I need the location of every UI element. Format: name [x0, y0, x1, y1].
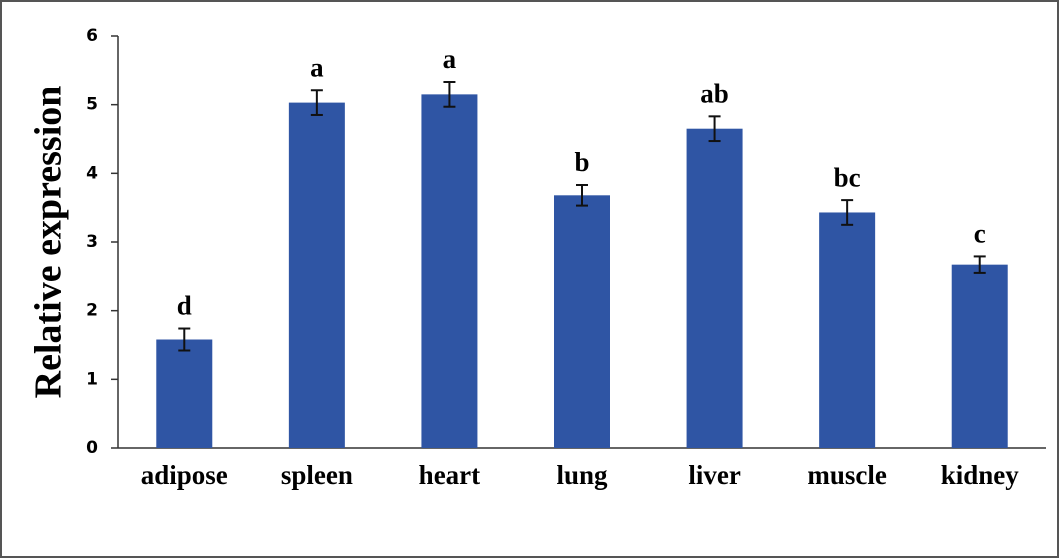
- bar: [421, 94, 478, 448]
- annotation: d: [177, 291, 192, 321]
- y-axis-label: Relative expression: [28, 86, 70, 399]
- y-tick-label: 4: [86, 163, 98, 183]
- y-tick-label: 1: [86, 369, 98, 389]
- annotation: b: [574, 147, 589, 177]
- bar: [819, 212, 876, 448]
- y-tick-label: 3: [86, 232, 98, 252]
- bar: [554, 195, 610, 448]
- error-bar: [708, 115, 721, 143]
- x-tick-label: heart: [419, 460, 480, 490]
- annotation: bc: [834, 162, 861, 192]
- annotation: ab: [700, 79, 729, 109]
- bar: [288, 102, 345, 449]
- x-tick-label: muscle: [807, 460, 887, 490]
- annotation: a: [443, 44, 457, 74]
- bar: [686, 128, 743, 448]
- bar: [156, 339, 213, 448]
- x-tick-label: spleen: [281, 460, 353, 490]
- annotation: c: [974, 219, 986, 249]
- y-tick-label: 2: [86, 301, 98, 321]
- error-bar: [973, 255, 986, 274]
- error-bar: [310, 89, 323, 116]
- x-tick-label: lung: [556, 460, 608, 490]
- error-bar: [443, 81, 456, 108]
- annotation: a: [310, 52, 324, 82]
- y-tick-label: 0: [86, 438, 98, 458]
- error-bar: [576, 184, 588, 207]
- y-tick-label: 6: [86, 26, 98, 46]
- x-tick-label: adipose: [141, 460, 228, 490]
- y-tick-label: 5: [86, 95, 98, 115]
- bar: [951, 264, 1008, 448]
- error-bar: [841, 199, 854, 226]
- error-bar: [178, 327, 191, 352]
- x-tick-label: liver: [688, 460, 740, 490]
- x-tick-label: kidney: [941, 460, 1020, 490]
